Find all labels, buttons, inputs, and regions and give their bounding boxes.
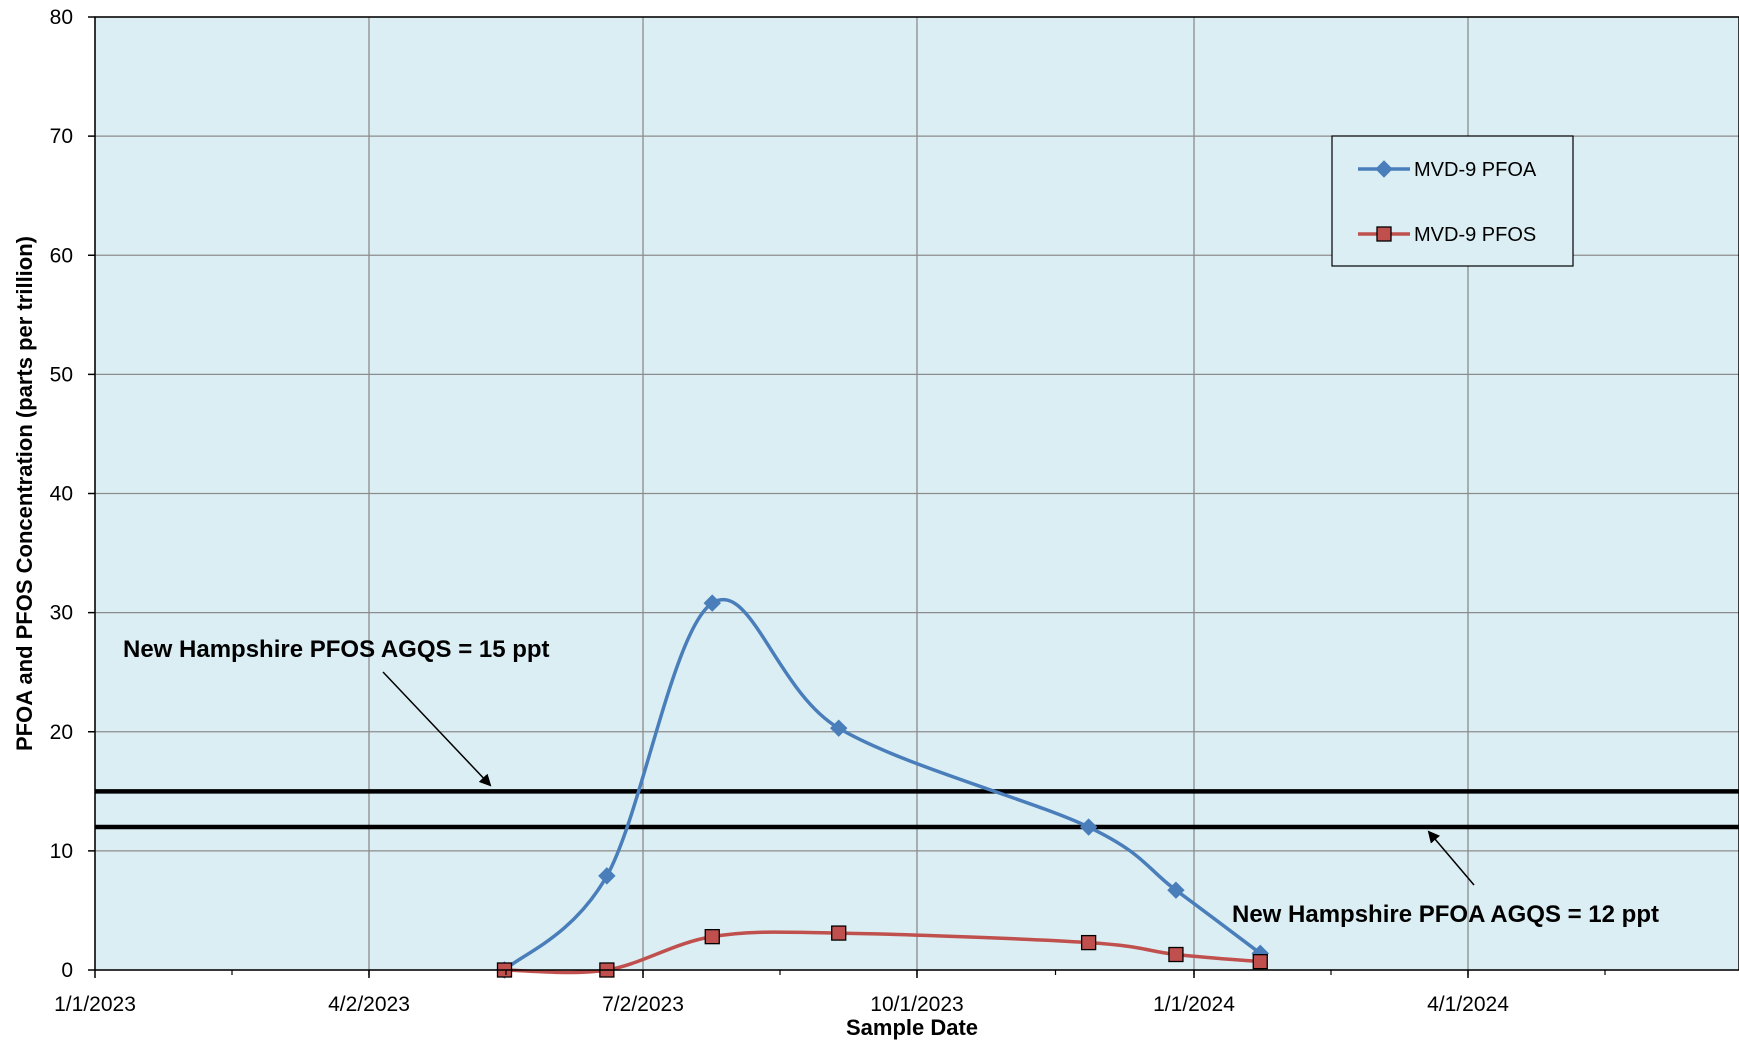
tick-labels: 0 10 20 30 40 50 60 70 80 1/1/2023 4/2/2023 7/2/202… [50, 6, 1510, 1016]
data-point [1168, 946, 1184, 963]
axes [88, 16, 1739, 978]
pfos-agqs-annotation: New Hampshire PFOS AGQS = 15 ppt [123, 636, 550, 663]
data-point [831, 925, 847, 941]
pfoa-annotation-arrow [1427, 830, 1475, 886]
pfos-annotation-arrow [382, 671, 492, 787]
data-point [704, 928, 720, 945]
data-point [1080, 934, 1097, 951]
y-tick-label: 80 [50, 6, 73, 29]
y-tick-label: 50 [50, 363, 73, 386]
data-point [1167, 881, 1185, 899]
pfoa-agqs-annotation: New Hampshire PFOA AGQS = 12 ppt [1232, 901, 1659, 928]
data-point [598, 867, 616, 885]
y-tick-label: 0 [61, 959, 73, 982]
x-tick-label: 4/2/2023 [328, 993, 410, 1016]
y-tick-label: 10 [50, 840, 73, 863]
x-tick-label: 7/2/2023 [602, 993, 684, 1016]
x-tick-label: 1/1/2023 [54, 993, 136, 1016]
y-tick-label: 60 [50, 244, 73, 267]
legend: MVD-9 PFOA MVD-9 PFOS [1331, 135, 1574, 267]
legend-square-marker [1376, 226, 1392, 242]
x-tick-label: 10/1/2023 [870, 993, 963, 1016]
legend-box [1331, 135, 1574, 267]
data-point [1252, 954, 1268, 970]
data-point [703, 594, 721, 612]
legend-label: MVD-9 PFOA [1414, 159, 1537, 181]
data-point [1079, 818, 1098, 836]
legend-label: MVD-9 PFOS [1414, 224, 1536, 246]
reference-lines [95, 789, 1739, 830]
y-tick-label: 20 [50, 721, 73, 744]
legend-diamond-marker [1375, 160, 1393, 178]
y-tick-label: 30 [50, 602, 73, 625]
y-axis-title: PFOA and PFOS Concentration (parts per t… [12, 236, 37, 751]
x-tick-label: 4/1/2024 [1427, 993, 1509, 1016]
x-tick-label: 1/1/2024 [1153, 993, 1235, 1016]
x-axis-title: Sample Date [846, 1015, 978, 1040]
y-tick-label: 40 [50, 483, 73, 506]
data-point [830, 719, 848, 737]
y-tick-label: 70 [50, 125, 73, 148]
